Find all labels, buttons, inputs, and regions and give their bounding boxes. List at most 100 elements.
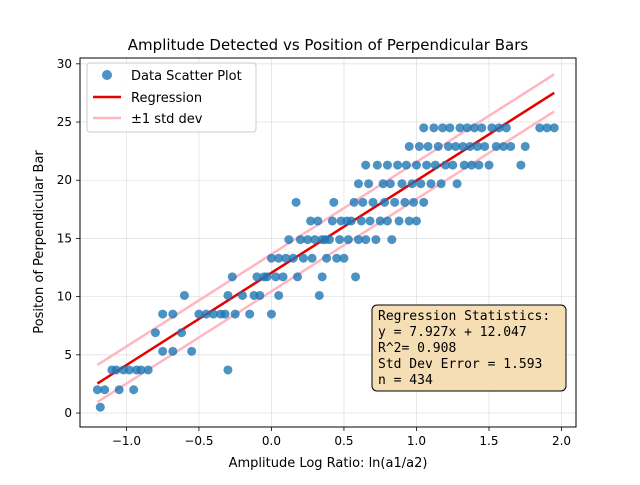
data-point (380, 197, 390, 207)
data-point (313, 216, 323, 226)
data-point (358, 197, 368, 207)
data-point (484, 160, 494, 170)
data-point (365, 216, 375, 226)
data-point (227, 272, 237, 282)
y-tick-label: 10 (57, 290, 72, 304)
data-point (288, 253, 298, 263)
y-tick-label: 30 (57, 57, 72, 71)
data-point (458, 141, 468, 151)
regression-stats-box: Regression Statistics: y = 7.927x + 12.0… (371, 304, 567, 392)
data-point (469, 123, 479, 133)
x-tick-label: 1.5 (479, 434, 498, 448)
x-tick-label: −0.5 (184, 434, 213, 448)
data-point (411, 216, 421, 226)
stats-line-std-dev: Std Dev Error = 1.593 (378, 357, 542, 372)
data-point (353, 235, 363, 245)
data-point (100, 385, 110, 395)
data-point (314, 290, 324, 300)
data-point (452, 179, 462, 189)
data-point (491, 141, 501, 151)
data-point (422, 160, 432, 170)
data-point (440, 160, 450, 170)
legend-label-regression: Regression (131, 91, 202, 106)
data-point (385, 179, 395, 189)
data-point (324, 235, 334, 245)
data-point (375, 216, 385, 226)
stats-line-equation: y = 7.927x + 12.047 (378, 325, 527, 340)
data-point (179, 290, 189, 300)
data-point (501, 123, 511, 133)
data-point (400, 197, 410, 207)
data-point (114, 385, 124, 395)
data-point (364, 179, 374, 189)
chart-title: Amplitude Detected vs Position of Perpen… (128, 36, 529, 54)
data-point (255, 290, 265, 300)
data-point (295, 235, 305, 245)
data-point (404, 216, 414, 226)
y-tick-label: 25 (57, 115, 72, 129)
data-point (158, 346, 168, 356)
data-point (150, 328, 160, 338)
legend: Data Scatter Plot Regression ±1 std dev (86, 62, 257, 133)
data-point (416, 179, 426, 189)
data-point (451, 141, 461, 151)
data-point (158, 309, 168, 319)
y-tick-label: 0 (64, 406, 72, 420)
data-point (266, 253, 276, 263)
data-point (168, 346, 178, 356)
data-point (394, 216, 404, 226)
legend-label-scatter: Data Scatter Plot (131, 69, 242, 84)
data-point (168, 309, 178, 319)
data-point (136, 365, 146, 375)
data-point (284, 235, 294, 245)
data-point (498, 141, 508, 151)
legend-box (86, 62, 257, 133)
data-point (95, 402, 105, 412)
data-point (92, 385, 102, 395)
data-point (278, 272, 288, 282)
data-point (271, 272, 281, 282)
data-point (303, 235, 313, 245)
data-point (201, 309, 211, 319)
data-point (307, 253, 317, 263)
data-point (430, 160, 440, 170)
data-point (474, 160, 484, 170)
stats-box-background (371, 304, 567, 392)
data-point (549, 123, 559, 133)
x-axis-label: Amplitude Log Ratio: ln(a1/a2) (229, 456, 428, 471)
x-tick-label: 2.0 (552, 434, 571, 448)
data-point (414, 141, 424, 151)
data-point (387, 235, 397, 245)
data-point (252, 272, 262, 282)
x-tick-label: 0.0 (262, 434, 281, 448)
data-point (494, 123, 504, 133)
data-point (351, 272, 361, 282)
data-point (143, 365, 153, 375)
y-tick-label: 5 (64, 348, 72, 362)
data-point (329, 197, 339, 207)
data-point (378, 179, 388, 189)
data-point (187, 346, 197, 356)
data-point (274, 290, 284, 300)
data-point (291, 197, 301, 207)
data-point (438, 123, 448, 133)
stats-line-heading: Regression Statistics: (378, 309, 550, 324)
data-point (230, 309, 240, 319)
data-point (339, 253, 349, 263)
data-point (382, 160, 392, 170)
data-point (281, 253, 291, 263)
data-point (419, 197, 429, 207)
data-point (317, 272, 327, 282)
data-point (371, 235, 381, 245)
data-point (293, 272, 303, 282)
data-point (455, 123, 465, 133)
x-tick-label: −1.0 (112, 434, 141, 448)
stats-line-r2: R^2= 0.908 (378, 341, 456, 356)
data-point (390, 197, 400, 207)
data-point (409, 197, 419, 207)
data-point (462, 123, 472, 133)
data-point (520, 141, 530, 151)
data-point (343, 235, 353, 245)
data-point (262, 272, 272, 282)
